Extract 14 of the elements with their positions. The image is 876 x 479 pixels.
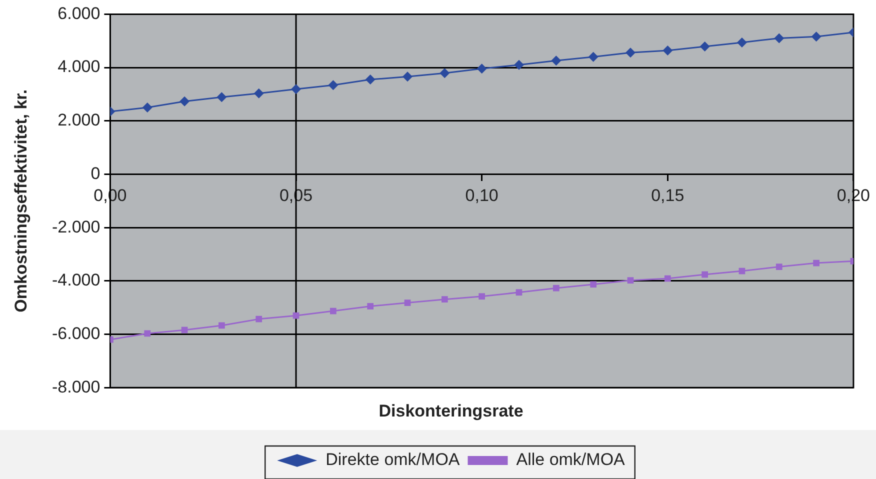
y-tick-label: 0 — [90, 164, 100, 183]
x-tick-label: 0,15 — [651, 186, 684, 206]
y-tick-label: -6.000 — [52, 324, 100, 343]
y-axis-title: Omkostningseffektivitet, kr. — [12, 89, 31, 312]
y-tick-label: 6.000 — [58, 4, 100, 23]
y-tick-label: -4.000 — [52, 270, 100, 290]
x-tick-label: 0,10 — [465, 186, 498, 206]
legend-label: Alle omk/MOA — [516, 450, 626, 470]
y-tick-label: -8.000 — [52, 377, 100, 396]
legend-label: Direkte omk/MOA — [326, 450, 460, 470]
y-tick-label: 4.000 — [58, 57, 100, 76]
y-tick-label: 2.000 — [58, 110, 100, 130]
x-axis-title: Diskonteringsrate — [378, 401, 524, 420]
y-tick-label: -2.000 — [52, 217, 100, 236]
